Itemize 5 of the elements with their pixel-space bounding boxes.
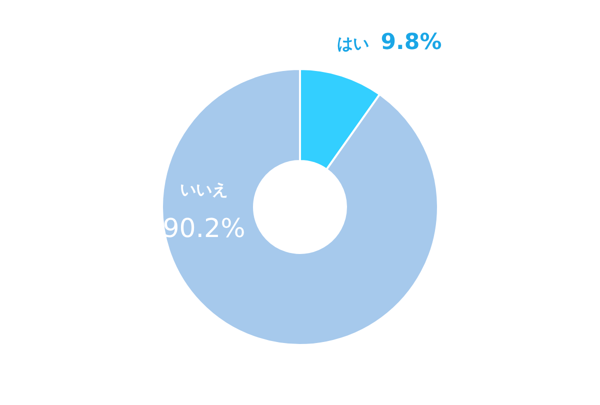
data-label: 9.8% bbox=[380, 30, 442, 55]
slice-label: はい bbox=[336, 34, 369, 53]
data-label: 90.2% bbox=[162, 214, 246, 244]
slice-label: いいえ bbox=[180, 180, 228, 199]
donut-slice bbox=[161, 68, 439, 346]
